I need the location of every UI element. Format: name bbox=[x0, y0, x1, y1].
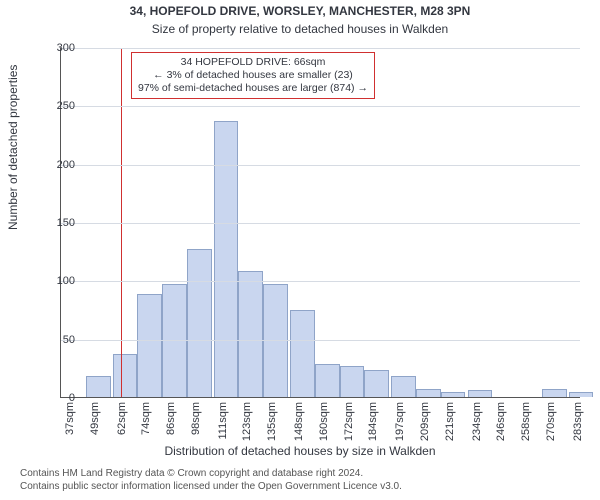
x-tick-label: 172sqm bbox=[343, 402, 355, 441]
chart-bar bbox=[391, 376, 416, 397]
page-title: 34, HOPEFOLD DRIVE, WORSLEY, MANCHESTER,… bbox=[0, 4, 600, 18]
y-tick-label: 150 bbox=[45, 217, 75, 229]
chart-gridline bbox=[61, 106, 580, 107]
y-tick-label: 50 bbox=[45, 334, 75, 346]
x-tick-label: 123sqm bbox=[241, 402, 253, 441]
chart-bar bbox=[137, 294, 162, 397]
x-tick-label: 184sqm bbox=[367, 402, 379, 441]
x-tick-label: 111sqm bbox=[217, 402, 229, 440]
chart-bar bbox=[86, 376, 111, 397]
chart-bar bbox=[340, 366, 365, 398]
chart-annotation-box: 34 HOPEFOLD DRIVE: 66sqm← 3% of detached… bbox=[131, 52, 375, 99]
x-tick-label: 283sqm bbox=[572, 402, 584, 441]
x-tick-label: 86sqm bbox=[165, 402, 177, 435]
y-tick-label: 300 bbox=[45, 42, 75, 54]
chart-bar bbox=[416, 389, 441, 397]
chart-plot-area: 34 HOPEFOLD DRIVE: 66sqm← 3% of detached… bbox=[60, 48, 580, 398]
chart-gridline bbox=[61, 281, 580, 282]
chart-bar bbox=[238, 271, 263, 397]
x-tick-label: 246sqm bbox=[495, 402, 507, 441]
annotation-line: ← 3% of detached houses are smaller (23) bbox=[138, 69, 368, 82]
x-tick-label: 234sqm bbox=[471, 402, 483, 441]
chart-gridline bbox=[61, 48, 580, 49]
chart-gridline bbox=[61, 340, 580, 341]
chart-gridline bbox=[61, 165, 580, 166]
x-tick-label: 209sqm bbox=[419, 402, 431, 441]
x-tick-label: 258sqm bbox=[520, 402, 532, 441]
page-subtitle: Size of property relative to detached ho… bbox=[0, 22, 600, 36]
y-tick-label: 100 bbox=[45, 275, 75, 287]
y-tick-label: 200 bbox=[45, 159, 75, 171]
annotation-line: 34 HOPEFOLD DRIVE: 66sqm bbox=[138, 56, 368, 69]
chart-footer: Contains HM Land Registry data © Crown c… bbox=[20, 468, 402, 493]
x-tick-label: 74sqm bbox=[140, 402, 152, 435]
x-tick-label: 135sqm bbox=[266, 402, 278, 441]
chart-bar bbox=[315, 364, 340, 397]
footer-line: Contains public sector information licen… bbox=[20, 481, 402, 494]
chart-bar bbox=[290, 310, 315, 398]
chart-bar bbox=[187, 249, 212, 397]
x-tick-label: 270sqm bbox=[545, 402, 557, 441]
x-tick-label: 148sqm bbox=[293, 402, 305, 441]
x-tick-label: 49sqm bbox=[89, 402, 101, 435]
chart-bar bbox=[214, 121, 239, 398]
chart-bar bbox=[569, 392, 594, 397]
x-tick-label: 37sqm bbox=[64, 402, 76, 435]
x-tick-label: 160sqm bbox=[318, 402, 330, 441]
y-axis-label: Number of detached properties bbox=[6, 65, 20, 230]
x-tick-label: 62sqm bbox=[116, 402, 128, 435]
y-tick-label: 250 bbox=[45, 100, 75, 112]
chart-gridline bbox=[61, 223, 580, 224]
annotation-line: 97% of semi-detached houses are larger (… bbox=[138, 82, 368, 95]
x-tick-label: 221sqm bbox=[444, 402, 456, 441]
footer-line: Contains HM Land Registry data © Crown c… bbox=[20, 468, 402, 481]
x-tick-label: 197sqm bbox=[394, 402, 406, 441]
chart-bar bbox=[468, 390, 493, 397]
chart-bar bbox=[441, 392, 466, 397]
chart-bar bbox=[113, 354, 138, 397]
x-axis-label: Distribution of detached houses by size … bbox=[0, 444, 600, 458]
x-tick-label: 98sqm bbox=[190, 402, 202, 435]
chart-bar bbox=[364, 370, 389, 397]
chart-bar bbox=[542, 389, 567, 397]
